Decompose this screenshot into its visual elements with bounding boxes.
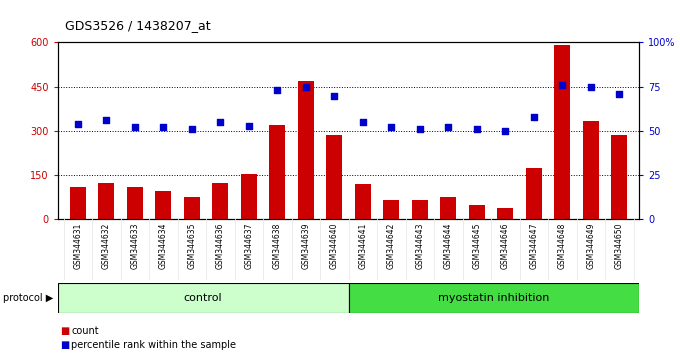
Text: GSM344638: GSM344638 [273, 222, 282, 269]
Text: ■: ■ [60, 340, 69, 350]
Text: GSM344636: GSM344636 [216, 222, 225, 269]
Point [329, 93, 340, 98]
Bar [412, 200, 428, 219]
Bar [269, 125, 285, 219]
Text: GSM344646: GSM344646 [500, 222, 510, 269]
Text: GSM344634: GSM344634 [158, 222, 168, 269]
Text: GSM344640: GSM344640 [330, 222, 339, 269]
Point [272, 87, 283, 93]
Text: GSM344649: GSM344649 [586, 222, 595, 269]
Point [386, 125, 396, 130]
Point [129, 125, 140, 130]
Text: GSM344633: GSM344633 [131, 222, 139, 269]
Text: GSM344642: GSM344642 [387, 222, 396, 269]
Bar [611, 135, 627, 219]
Bar [184, 198, 200, 219]
Text: GSM344631: GSM344631 [73, 222, 82, 269]
Text: GSM344639: GSM344639 [301, 222, 310, 269]
Text: GDS3526 / 1438207_at: GDS3526 / 1438207_at [65, 19, 210, 32]
Text: myostatin inhibition: myostatin inhibition [438, 293, 549, 303]
Text: GSM344648: GSM344648 [558, 222, 566, 269]
Text: GSM344645: GSM344645 [472, 222, 481, 269]
Bar [526, 168, 541, 219]
Bar [554, 45, 570, 219]
Text: percentile rank within the sample: percentile rank within the sample [71, 340, 237, 350]
Bar [441, 198, 456, 219]
Text: ■: ■ [60, 326, 69, 336]
Text: protocol ▶: protocol ▶ [3, 293, 54, 303]
Point [101, 118, 112, 123]
Bar [99, 183, 114, 219]
Bar [326, 135, 342, 219]
Point [215, 119, 226, 125]
Point [301, 84, 311, 90]
Bar [497, 208, 513, 219]
Bar [156, 191, 171, 219]
Point [500, 128, 511, 134]
Point [585, 84, 596, 90]
Text: GSM344643: GSM344643 [415, 222, 424, 269]
Bar [355, 184, 371, 219]
Text: GSM344644: GSM344644 [444, 222, 453, 269]
Point [528, 114, 539, 120]
Point [186, 126, 197, 132]
Bar [241, 174, 256, 219]
Point [414, 126, 425, 132]
Bar [348, 283, 639, 313]
Point [471, 126, 482, 132]
Text: GSM344635: GSM344635 [187, 222, 197, 269]
Text: count: count [71, 326, 99, 336]
Point [158, 125, 169, 130]
Text: control: control [184, 293, 222, 303]
Point [614, 91, 625, 97]
Bar [298, 81, 313, 219]
Text: GSM344641: GSM344641 [358, 222, 367, 269]
Point [243, 123, 254, 129]
Point [557, 82, 568, 88]
Bar [384, 200, 399, 219]
Bar [58, 283, 348, 313]
Text: GSM344632: GSM344632 [102, 222, 111, 269]
Point [72, 121, 83, 127]
Bar [127, 187, 143, 219]
Bar [469, 205, 485, 219]
Text: GSM344647: GSM344647 [529, 222, 539, 269]
Bar [212, 183, 228, 219]
Text: GSM344637: GSM344637 [244, 222, 253, 269]
Point [443, 125, 454, 130]
Bar [70, 187, 86, 219]
Text: GSM344650: GSM344650 [615, 222, 624, 269]
Bar [583, 121, 598, 219]
Point [357, 119, 368, 125]
